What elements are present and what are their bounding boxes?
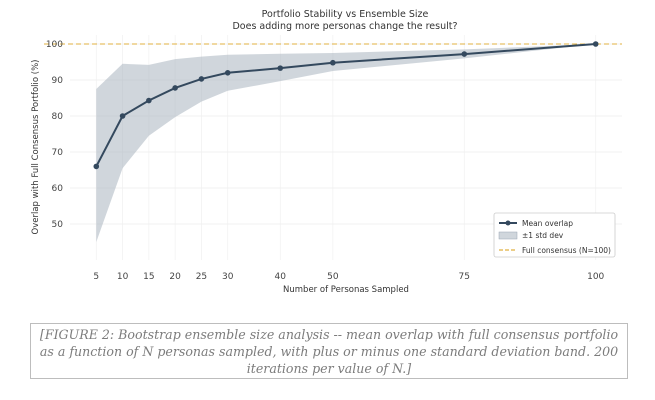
mean-overlap-point bbox=[224, 70, 231, 76]
mean-overlap-line bbox=[95, 43, 596, 167]
x-axis-label: Number of Personas Sampled bbox=[283, 285, 409, 295]
chart: Portfolio Stability vs Ensemble Size Doe… bbox=[31, 9, 622, 295]
chart-title: Portfolio Stability vs Ensemble Size bbox=[262, 9, 429, 20]
x-tick-label: 50 bbox=[327, 272, 339, 282]
chart-subtitle: Does adding more personas change the res… bbox=[232, 21, 457, 32]
legend-mean-label: Mean overlap bbox=[522, 219, 573, 228]
mean-line-layer bbox=[93, 41, 599, 170]
mean-overlap-point bbox=[146, 97, 152, 104]
x-tick-label: 75 bbox=[459, 272, 470, 282]
legend-band-label: ±1 std dev bbox=[522, 231, 564, 240]
legend-box bbox=[493, 212, 616, 258]
y-tick-label: 70 bbox=[52, 148, 64, 158]
x-tick-labels: 5 10 15 20 25 30 40 50 75 100 bbox=[93, 272, 604, 282]
y-tick-label: 80 bbox=[52, 112, 64, 122]
x-tick-label: 5 bbox=[93, 272, 99, 282]
figure-caption: [FIGURE 2: Bootstrap ensemble size analy… bbox=[30, 323, 628, 379]
x-tick-label: 15 bbox=[143, 272, 154, 282]
x-tick-label: 20 bbox=[169, 272, 181, 282]
x-tick-label: 30 bbox=[222, 272, 234, 282]
legend: Mean overlap ±1 std dev Full consensus (… bbox=[493, 212, 616, 258]
y-tick-label: 90 bbox=[52, 76, 64, 86]
mean-overlap-point bbox=[461, 51, 468, 57]
y-tick-label: 50 bbox=[52, 220, 64, 230]
legend-mean-marker bbox=[505, 220, 511, 226]
mean-overlap-point bbox=[119, 113, 126, 119]
x-tick-label: 25 bbox=[196, 272, 207, 282]
x-tick-label: 10 bbox=[117, 272, 129, 282]
mean-overlap-point bbox=[330, 59, 336, 66]
y-tick-labels: 50 60 70 80 90 100 bbox=[46, 40, 63, 230]
std-dev-band-layer bbox=[96, 44, 596, 242]
std-dev-band bbox=[96, 44, 596, 242]
legend-ref-label: Full consensus (N=100) bbox=[522, 246, 611, 255]
mean-overlap-point bbox=[172, 85, 178, 91]
mean-overlap-point bbox=[198, 76, 205, 82]
mean-overlap-point bbox=[93, 163, 100, 170]
y-tick-label: 60 bbox=[52, 184, 64, 194]
legend-band-swatch bbox=[498, 231, 518, 240]
mean-overlap-point bbox=[277, 65, 284, 71]
x-tick-label: 100 bbox=[587, 272, 604, 282]
y-tick-label: 100 bbox=[46, 40, 63, 50]
mean-overlap-point bbox=[592, 41, 599, 47]
y-axis-label: Overlap with Full Consensus Portfolio (%… bbox=[31, 60, 41, 235]
x-tick-label: 40 bbox=[275, 272, 287, 282]
